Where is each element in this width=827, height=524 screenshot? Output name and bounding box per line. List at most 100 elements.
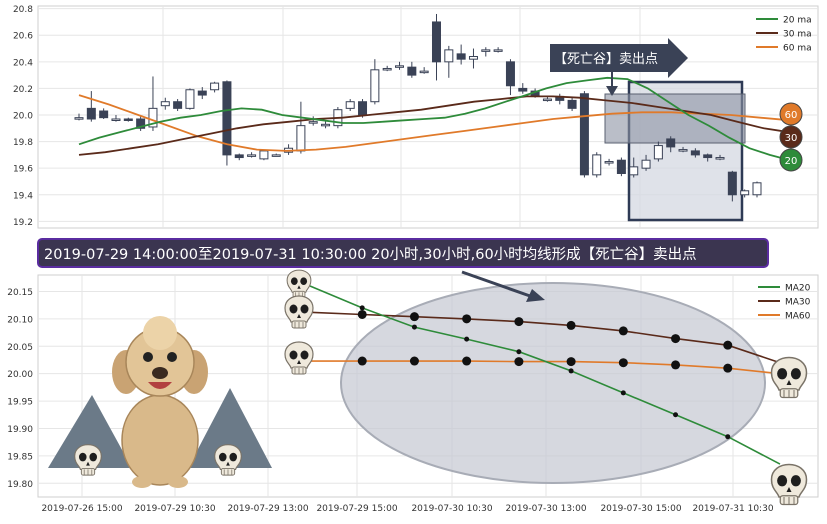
candle-body [419, 70, 429, 74]
candle-body [653, 145, 663, 160]
skull-icon [770, 463, 808, 506]
candle [370, 59, 380, 105]
candle [148, 76, 158, 131]
candle-body [505, 61, 515, 87]
candle-body [173, 101, 183, 109]
candle-body [321, 123, 331, 127]
candle [703, 153, 713, 162]
candle [271, 153, 281, 157]
candle-body [86, 107, 96, 120]
candle-body [641, 159, 651, 169]
bottom-legend: MA20 MA30 MA60 [758, 284, 811, 322]
candle-body [567, 99, 577, 109]
banner: 2019-07-29 14:00:00至2019-07-31 10:30:00 … [37, 238, 769, 268]
skull-icon [284, 295, 314, 329]
ma30-point [618, 326, 628, 336]
candle [740, 189, 750, 198]
ma20-point [673, 412, 679, 418]
ma30-point [723, 340, 733, 350]
candle-body [395, 65, 405, 68]
candle-body [690, 150, 700, 156]
candle-body [148, 107, 158, 128]
candle-body [358, 101, 368, 116]
ma-badge [779, 125, 803, 149]
candle [136, 116, 146, 131]
candle-body [210, 82, 220, 91]
sell-point-callout: 【死亡谷】卖出点 [550, 38, 688, 96]
bottom-x-tick-label: 2019-07-29 10:30 [134, 504, 215, 514]
top-y-tick-label: 20.6 [13, 32, 33, 42]
candle-body [370, 69, 380, 103]
top-legend: 20 ma 30 ma 60 ma [756, 16, 812, 54]
candle [505, 59, 515, 96]
ma-end-badges: 60 30 20 [779, 102, 803, 172]
ma20-line [309, 285, 781, 465]
ma20-point [516, 349, 522, 355]
skull-icon [74, 444, 102, 476]
candle [160, 97, 170, 110]
candle [690, 148, 700, 158]
ma30-line [78, 95, 791, 156]
candle [185, 88, 195, 110]
candle-body [345, 101, 355, 109]
candle [629, 157, 639, 178]
ma30-point [462, 314, 472, 324]
candle [345, 99, 355, 112]
top-y-tick-label: 19.8 [13, 138, 33, 148]
candle [727, 170, 737, 202]
ma30-point [671, 334, 681, 344]
ma60-point [462, 356, 472, 366]
bottom-x-tick-label: 2019-07-30 10:30 [411, 504, 492, 514]
candle [666, 136, 676, 153]
candle-body [456, 53, 466, 60]
ma-badge-label: 60 [785, 110, 798, 121]
top-y-tick-label: 19.6 [13, 165, 33, 175]
candle [592, 152, 602, 178]
ma-badge [779, 102, 803, 126]
candle-body [604, 161, 614, 164]
ma20-point [568, 368, 574, 374]
ma-line-chart: 20.15 20.10 20.05 20.00 19.95 19.90 19.85 19.80… [7, 269, 819, 514]
candle [493, 47, 503, 53]
candle-body [616, 159, 626, 174]
candle [715, 154, 725, 161]
candle-body [740, 190, 750, 196]
candle [382, 65, 392, 72]
top-y-tick-label: 20.2 [13, 85, 33, 95]
candle [518, 83, 528, 94]
candle-body [518, 87, 528, 92]
ma20-point [359, 305, 365, 311]
candle [468, 48, 478, 69]
candle-body [197, 90, 207, 96]
bottom-x-tick-label: 2019-07-30 15:00 [600, 504, 681, 514]
candle-body [271, 154, 281, 157]
ma30-point [357, 309, 367, 319]
skull-icon [770, 356, 808, 399]
ma60-point [723, 363, 733, 373]
ma30-point [566, 320, 576, 330]
top-y-axis-ticks: 20.8 20.6 20.4 20.2 20.0 19.8 19.6 19.4 19.2 [13, 5, 33, 228]
bottom-x-tick-label: 2019-07-29 13:00 [227, 504, 308, 514]
candle-body [185, 89, 195, 109]
candle [197, 87, 207, 100]
bottom-y-tick-label: 19.90 [7, 425, 33, 435]
candle-body [259, 150, 269, 160]
bottom-x-axis-ticks: 2019-07-26 15:00 2019-07-29 10:30 2019-07-… [41, 504, 773, 514]
candle-body [136, 118, 146, 129]
candle [247, 152, 257, 158]
mountain-left [48, 395, 132, 468]
top-y-tick-label: 19.4 [13, 191, 33, 201]
ma30-point [514, 317, 524, 327]
candle [444, 45, 454, 78]
bottom-y-tick-label: 20.05 [7, 343, 33, 353]
candle [308, 116, 318, 126]
poodle-illustration [112, 316, 208, 488]
ma20-point [620, 390, 626, 396]
candle-body [592, 154, 602, 176]
candle-body [727, 171, 737, 196]
ma-badge-label: 20 [785, 156, 798, 167]
bottom-y-tick-label: 20.00 [7, 370, 33, 380]
ma30-point [409, 312, 419, 322]
candle-body [247, 154, 257, 157]
